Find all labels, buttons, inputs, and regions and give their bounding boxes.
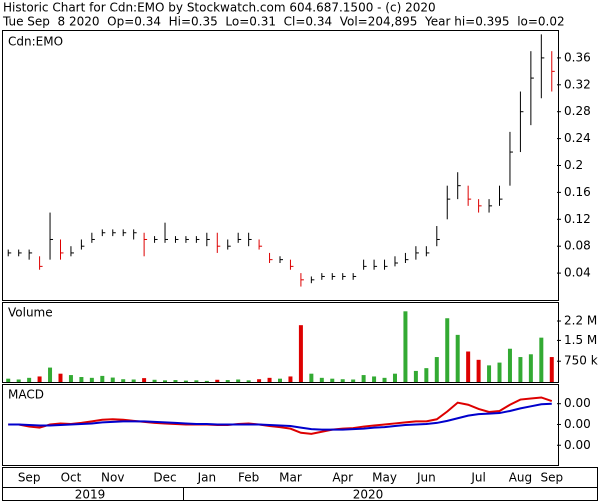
x-tick-label: Apr: [332, 471, 353, 485]
volume-bar: [445, 318, 450, 382]
volume-bar: [288, 376, 293, 382]
macd-panel: [2, 384, 559, 466]
x-tick-label: Dec: [153, 471, 176, 485]
y-tick-label: 0.00: [564, 438, 591, 452]
macd-line: [8, 396, 553, 435]
volume-bar: [413, 370, 418, 382]
volume-bar: [298, 325, 303, 382]
volume-bar: [225, 380, 230, 382]
panel-label: Volume: [8, 306, 53, 320]
volume-bar: [455, 334, 460, 382]
macd-line: [8, 402, 552, 431]
x-tick-label: Oct: [61, 471, 82, 485]
volume-bar: [466, 351, 471, 382]
volume-bar: [403, 311, 408, 382]
volume-bar: [79, 377, 84, 382]
volume-bar: [267, 377, 272, 382]
y-tick-label: 1.5 M: [564, 333, 597, 347]
y-tick-label: 750 k: [564, 354, 598, 368]
volume-bar: [48, 367, 53, 382]
volume-bar: [382, 377, 387, 382]
x-tick-label: Nov: [101, 471, 124, 485]
y-tick-label: 0.28: [564, 104, 591, 118]
volume-bar: [183, 380, 188, 382]
volume-bar: [361, 375, 366, 382]
volume-bar: [257, 379, 262, 382]
volume-bar: [392, 373, 397, 382]
volume-bar: [6, 378, 11, 382]
y-tick-label: 2.2 M: [564, 314, 597, 328]
header-quote: Tue Sep 8 2020 Op=0.34 Hi=0.35 Lo=0.31 C…: [2, 15, 565, 29]
volume-bar: [173, 380, 178, 382]
volume-bar: [278, 378, 282, 382]
volume-bar: [246, 380, 251, 382]
volume-bar: [539, 337, 544, 382]
panel-label: Cdn:EMO: [8, 35, 63, 49]
volume-bar: [110, 377, 115, 382]
volume-bar: [68, 375, 73, 382]
y-tick-label: 0.16: [564, 185, 591, 199]
date-axis: [2, 467, 598, 501]
volume-bar: [319, 377, 324, 382]
volume-bar: [351, 379, 356, 382]
volume-bar: [528, 354, 533, 382]
volume-bar: [215, 379, 220, 382]
x-tick-label: Jul: [470, 471, 485, 485]
y-tick-label: 0.12: [564, 212, 591, 226]
x-tick-label: Feb: [238, 471, 259, 485]
y-tick-label: 0.00: [564, 417, 591, 431]
volume-bar: [518, 357, 523, 382]
y-tick-label: 0.2: [564, 158, 583, 172]
panel-label: MACD: [8, 388, 44, 402]
y-tick-label: 0.24: [564, 131, 591, 145]
volume-bar: [309, 373, 314, 382]
volume-bar: [142, 378, 147, 382]
volume-bar: [58, 373, 63, 382]
volume-bar: [27, 377, 32, 382]
volume-bar: [152, 379, 157, 382]
volume-bar: [16, 379, 21, 382]
volume-bar: [497, 362, 502, 382]
volume-bar: [100, 375, 105, 382]
volume-bar: [89, 377, 94, 382]
volume-bar: [476, 359, 481, 382]
volume-bar: [507, 348, 512, 382]
volume-bar: [330, 378, 335, 382]
volume-bar: [163, 380, 168, 382]
volume-bar: [487, 365, 492, 382]
x-tick-label: Sep: [540, 471, 563, 485]
volume-bar: [236, 379, 241, 382]
volume-bar: [424, 368, 429, 382]
y-tick-label: 0.04: [564, 266, 591, 280]
header-title: Historic Chart for Cdn:EMO by Stockwatch…: [3, 1, 436, 15]
x-tick-label: Jan: [197, 471, 217, 485]
volume-bar: [37, 376, 42, 382]
year-label: 2020: [353, 488, 384, 502]
x-tick-label: Mar: [279, 471, 302, 485]
volume-panel: [2, 302, 559, 383]
volume-bar: [549, 357, 554, 382]
x-tick-label: Aug: [509, 471, 532, 485]
volume-bar: [121, 379, 126, 382]
y-tick-label: 0.08: [564, 239, 591, 253]
y-tick-label: 0.32: [564, 77, 591, 91]
volume-bar: [131, 379, 136, 382]
volume-bar: [372, 376, 377, 382]
volume-bar: [340, 379, 345, 382]
volume-bar: [204, 380, 209, 382]
volume-bar: [194, 380, 199, 382]
x-tick-label: Jun: [416, 471, 436, 485]
x-tick-label: Sep: [18, 471, 41, 485]
volume-bar: [434, 357, 439, 382]
year-label: 2019: [75, 488, 106, 502]
y-tick-label: 0.36: [564, 50, 591, 64]
x-tick-label: May: [372, 471, 397, 485]
y-tick-label: 0.00: [564, 396, 591, 410]
